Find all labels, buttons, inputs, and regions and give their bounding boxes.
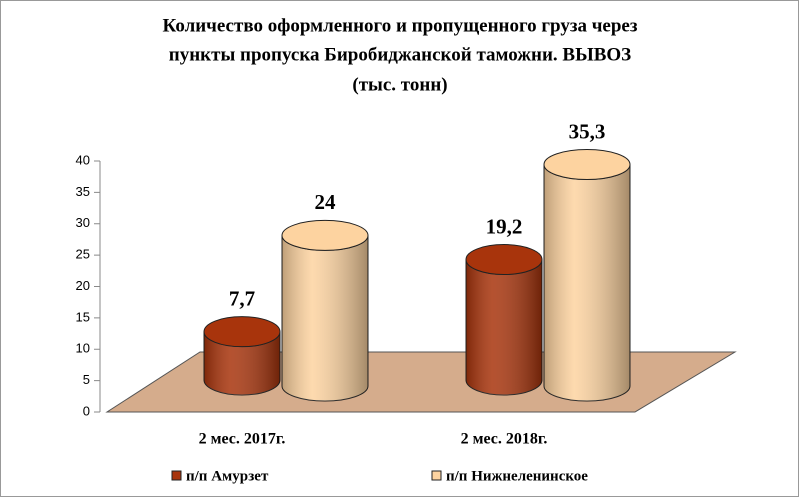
y-tick-label: 0 (83, 403, 90, 418)
cylinder-top (465, 244, 543, 276)
cylinder-shade (204, 331, 280, 395)
y-tick-label: 15 (76, 309, 90, 324)
legend-label: п/п Нижнеленинское (446, 468, 588, 484)
x-tick-label: 2 мес. 2017г. (199, 431, 286, 448)
chart-subtitle: (тыс. тонн) (352, 74, 447, 95)
y-tick-label: 30 (76, 215, 90, 230)
cylinder-shade (544, 164, 630, 401)
chart-title: пункты пропуска Биробиджанской таможни. … (169, 44, 631, 65)
cylinder-top (203, 316, 281, 348)
chart-title: Количество оформленного и пропущенного г… (162, 15, 637, 36)
y-tick-label: 20 (76, 278, 90, 293)
cylinder-shade (282, 235, 368, 401)
y-tick-label: 25 (76, 247, 90, 262)
data-label: 7,7 (229, 286, 255, 310)
cylinder-shade (466, 259, 542, 395)
legend-swatch (171, 470, 182, 481)
cylinder-top (281, 219, 369, 251)
legend-label: п/п Амурзет (186, 468, 269, 484)
y-tick-label: 35 (76, 184, 90, 199)
cylinder-top (543, 148, 631, 180)
data-label: 24 (315, 190, 337, 214)
data-label: 19,2 (486, 214, 523, 238)
legend-swatch (431, 470, 442, 481)
floor (105, 351, 737, 413)
x-tick-label: 2 мес. 2018г. (461, 431, 548, 448)
y-tick-label: 5 (83, 372, 90, 387)
data-label: 35,3 (569, 119, 606, 143)
y-tick-label: 40 (76, 152, 90, 167)
y-tick-label: 10 (76, 341, 90, 356)
